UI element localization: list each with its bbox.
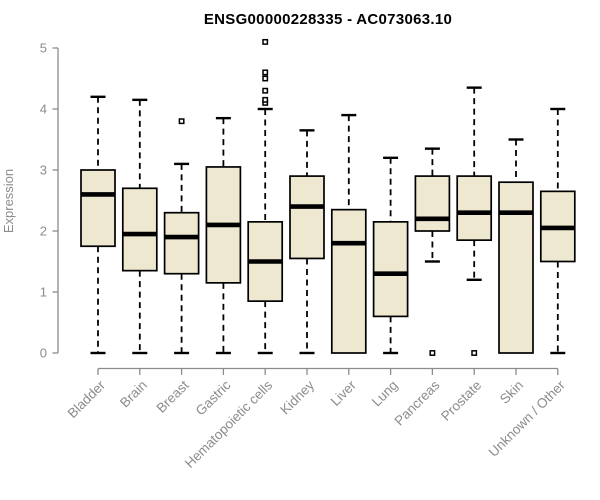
iqr-box [498, 181, 534, 354]
x-tick-label: Brain [117, 378, 150, 411]
box-brain [121, 98, 158, 355]
iqr-box [121, 187, 158, 272]
outlier-point [471, 350, 478, 356]
x-tick-label: Liver [328, 377, 360, 409]
iqr-box [414, 175, 451, 232]
box-pancreas [414, 147, 451, 356]
y-tick-label: 3 [40, 163, 47, 178]
x-tick-label: Pancreas [392, 377, 443, 428]
y-axis-label: Expression [1, 169, 16, 233]
box-breast [163, 118, 200, 355]
iqr-box [163, 211, 200, 275]
box-lung [372, 156, 409, 355]
outlier-point [262, 38, 269, 45]
x-tick-label: Skin [497, 378, 526, 407]
x-tick-label: Breast [154, 377, 192, 415]
box-bladder [80, 95, 116, 355]
box-unknown-other [539, 107, 576, 355]
box-skin [498, 138, 534, 354]
box-gastric [205, 116, 242, 355]
iqr-box [372, 221, 409, 318]
iqr-box [80, 169, 116, 248]
box-hematopoietic-cells [247, 38, 284, 355]
outlier-point [262, 75, 269, 82]
iqr-box [456, 175, 493, 242]
x-tick-label: Unknown / Other [486, 377, 569, 460]
plot-area: 0 1 2 3 4 5 Bladder Brain Breast GastricHematopoi… [40, 38, 576, 471]
outlier-point [262, 87, 269, 94]
y-tick-label: 0 [40, 346, 47, 361]
x-tick-label: Lung [369, 378, 401, 410]
box-liver [330, 113, 367, 354]
iqr-box [330, 208, 367, 354]
chart-title: ENSG00000228335 - AC073063.10 [204, 11, 452, 28]
y-tick-label: 1 [40, 285, 47, 300]
x-tick-label: Prostate [438, 378, 484, 424]
box-kidney [289, 129, 325, 355]
y-tick-label: 5 [40, 41, 47, 56]
y-tick-label: 4 [40, 102, 47, 117]
box-prostate [456, 86, 493, 356]
y-axis: 0 1 2 3 4 5 [40, 41, 59, 361]
x-tick-label: Gastric [193, 377, 234, 418]
outlier-point [429, 350, 436, 356]
y-tick-label: 2 [40, 224, 47, 239]
outlier-point [262, 69, 269, 76]
outlier-point [262, 96, 269, 103]
iqr-box [289, 175, 325, 260]
outlier-point [178, 118, 185, 125]
x-tick-label: Kidney [277, 377, 317, 417]
x-tick-label: Bladder [65, 377, 109, 421]
